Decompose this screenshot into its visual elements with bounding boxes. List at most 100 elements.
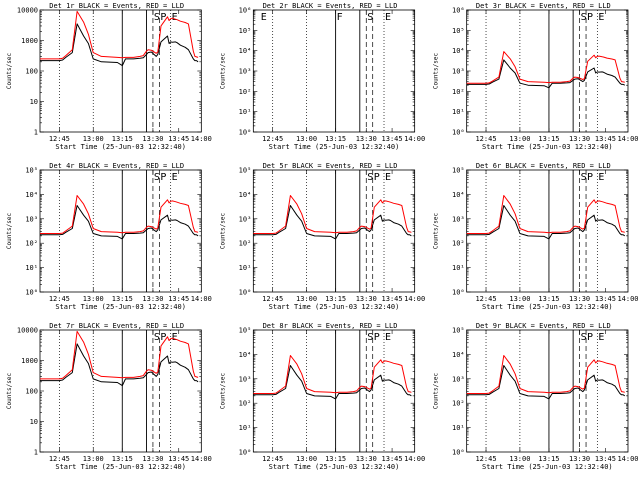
marker-label: P — [160, 172, 166, 183]
y-tick-label: 10¹ — [239, 424, 252, 432]
y-tick-label: 10⁴ — [452, 47, 465, 55]
y-tick-label: 1 — [34, 129, 38, 137]
marker-label: E — [172, 332, 178, 343]
series-line-events — [40, 205, 199, 240]
marker-label: S — [154, 172, 160, 183]
plot-frame — [39, 169, 202, 293]
x-tick-label: 14:00 — [191, 295, 212, 303]
x-tick-label: 14:00 — [191, 135, 212, 143]
y-tick-label: 10¹ — [452, 264, 465, 272]
y-axis-label: Counts/sec — [219, 213, 226, 250]
y-tick-label: 10⁵ — [239, 167, 252, 175]
marker-label: F — [337, 12, 343, 23]
x-tick-label: 13:00 — [83, 455, 104, 463]
y-axis-label: Counts/sec — [433, 213, 440, 250]
marker-label: E — [172, 12, 178, 23]
x-tick-label: 13:00 — [296, 455, 317, 463]
x-tick-label: 13:30 — [356, 135, 377, 143]
y-tick-label: 10² — [239, 240, 252, 248]
series-line-lld — [466, 195, 625, 234]
x-tick-label: 13:15 — [325, 455, 346, 463]
y-tick-label: 100 — [25, 68, 38, 76]
x-tick-label: 13:45 — [168, 295, 189, 303]
x-tick-label: 13:15 — [325, 135, 346, 143]
y-tick-label: 10¹ — [239, 108, 252, 116]
x-tick-label: 13:30 — [356, 455, 377, 463]
x-tick-label: 12:45 — [262, 135, 283, 143]
marker-label: P — [374, 172, 380, 183]
y-tick-label: 10² — [452, 240, 465, 248]
chart-panel-1: Det 1r BLACK = Events, RED = LLD 1 10 100 10… — [6, 2, 212, 151]
x-tick-label: 13:15 — [538, 135, 559, 143]
x-tick-label: 13:30 — [142, 295, 163, 303]
x-tick-label: 13:45 — [595, 135, 616, 143]
y-tick-label: 10⁰ — [239, 449, 252, 457]
chart-panel-4: Det 4r BLACK = Events, RED = LLD 10⁰ 10¹ 10… — [6, 162, 212, 311]
marker-label: S — [367, 332, 373, 343]
y-tick-label: 100 — [25, 388, 38, 396]
chart-title: Det 9r BLACK = Events, RED = LLD — [476, 322, 611, 330]
y-tick-label: 10³ — [452, 215, 465, 223]
y-axis-label: Counts/sec — [6, 53, 13, 90]
x-tick-label: 14:00 — [617, 135, 638, 143]
x-tick-label: 13:15 — [538, 295, 559, 303]
x-tick-label: 13:45 — [382, 455, 403, 463]
y-tick-label: 10¹ — [452, 108, 465, 116]
chart-panel-6: Det 6r BLACK = Events, RED = LLD 10⁰ 10¹ 10… — [433, 162, 639, 311]
x-tick-label: 13:15 — [112, 135, 133, 143]
marker-label: S — [581, 172, 587, 183]
marker-label: E — [385, 12, 391, 23]
chart-title: Det 6r BLACK = Events, RED = LLD — [476, 162, 611, 170]
x-axis-label: Start Time (25-Jun-03 12:32:40) — [269, 463, 400, 471]
x-tick-label: 13:45 — [168, 455, 189, 463]
series-line-lld — [40, 195, 199, 234]
series-line-lld — [253, 195, 412, 234]
marker-label: P — [587, 172, 593, 183]
y-tick-label: 10⁴ — [452, 191, 465, 199]
x-axis-label: Start Time (25-Jun-03 12:32:40) — [55, 463, 186, 471]
chart-title: Det 5r BLACK = Events, RED = LLD — [263, 162, 398, 170]
y-axis-label: Counts/sec — [6, 373, 13, 410]
y-tick-label: 10 — [30, 98, 38, 106]
y-tick-label: 1000 — [21, 37, 38, 45]
x-tick-label: 12:45 — [475, 135, 496, 143]
plot-frame — [252, 9, 416, 133]
x-tick-label: 14:00 — [404, 135, 425, 143]
chart-panel-2: Det 2r BLACK = Events, RED = LLD 10⁰ 10¹ 10… — [219, 2, 425, 151]
x-tick-label: 13:00 — [83, 135, 104, 143]
chart-panel-9: Det 9r BLACK = Events, RED = LLD 10⁰ 10¹ 10… — [433, 322, 639, 471]
x-tick-label: 13:15 — [112, 455, 133, 463]
plot-frame — [252, 329, 416, 453]
y-tick-label: 10 — [30, 418, 38, 426]
x-tick-label: 12:45 — [49, 455, 70, 463]
y-tick-label: 10¹ — [25, 264, 38, 272]
x-tick-label: 13:00 — [509, 135, 530, 143]
y-tick-label: 10³ — [239, 215, 252, 223]
y-tick-label: 10¹ — [452, 424, 465, 432]
y-tick-label: 10⁰ — [239, 289, 252, 297]
marker-label: E — [385, 332, 391, 343]
y-tick-label: 10000 — [17, 7, 38, 15]
y-tick-label: 10⁵ — [452, 27, 465, 35]
x-tick-label: 13:00 — [509, 455, 530, 463]
chart-panel-8: Det 8r BLACK = Events, RED = LLD 10⁰ 10¹ 10… — [219, 322, 425, 471]
x-tick-label: 13:30 — [142, 455, 163, 463]
chart-panel-3: Det 3r BLACK = Events, RED = LLD 10⁰ 10¹ 10… — [433, 2, 639, 151]
series-line-events — [466, 59, 626, 89]
x-axis-label: Start Time (25-Jun-03 12:32:40) — [482, 303, 613, 311]
chart-panel-7: Det 7r BLACK = Events, RED = LLD 1 10 100 10… — [6, 322, 212, 471]
y-tick-label: 10² — [239, 88, 252, 96]
y-tick-label: 10⁵ — [239, 27, 252, 35]
y-tick-label: 10³ — [239, 68, 252, 76]
marker-label: E — [261, 12, 267, 23]
y-axis-label: Counts/sec — [219, 53, 226, 90]
series-line-lld — [40, 10, 199, 60]
x-axis-label: Start Time (25-Jun-03 12:32:40) — [269, 143, 400, 151]
y-tick-label: 10⁴ — [25, 191, 38, 199]
y-tick-label: 10⁶ — [452, 7, 465, 15]
series-line-events — [466, 365, 626, 400]
marker-label: S — [367, 172, 373, 183]
y-tick-label: 10⁵ — [452, 327, 465, 335]
x-tick-label: 13:45 — [382, 295, 403, 303]
x-axis-label: Start Time (25-Jun-03 12:32:40) — [55, 303, 186, 311]
